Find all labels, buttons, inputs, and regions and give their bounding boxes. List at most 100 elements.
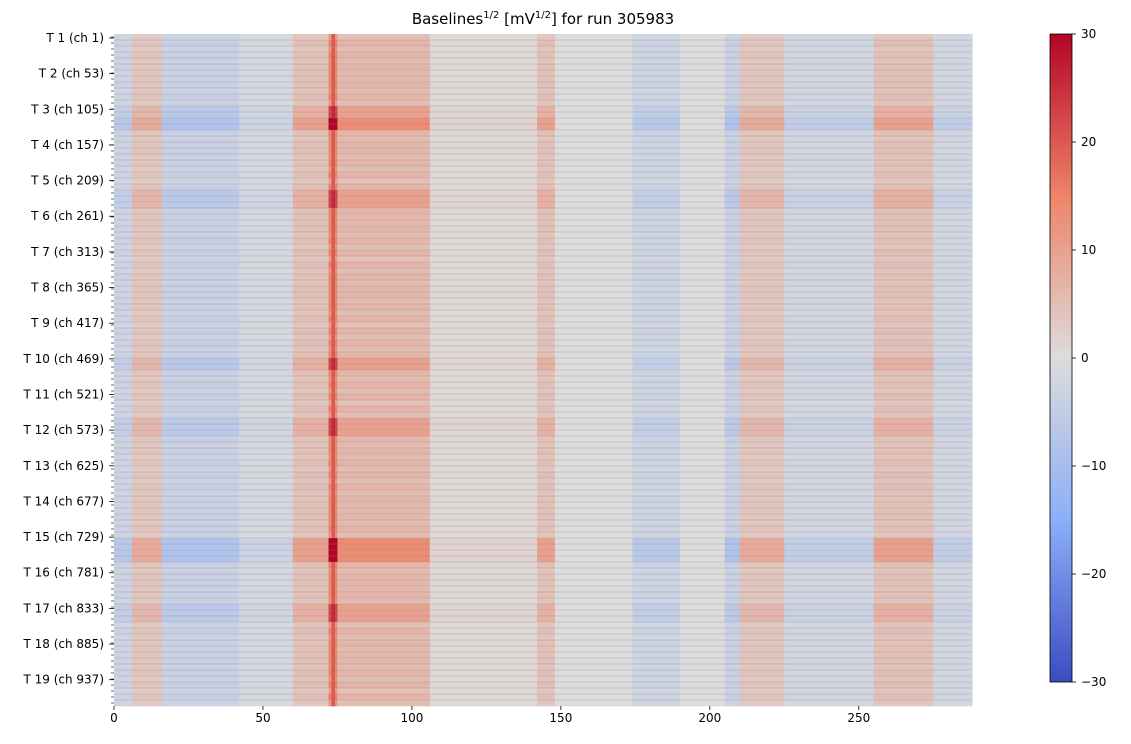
heatmap-cell [292, 508, 330, 515]
heatmap-cell [161, 400, 240, 407]
heatmap-cell [131, 370, 163, 377]
heatmap-cell [337, 226, 431, 233]
heatmap-cell [933, 94, 973, 101]
heatmap-cell [933, 232, 973, 239]
heatmap-cell [239, 262, 294, 269]
heatmap-cell [292, 34, 330, 41]
hot-column-cell [331, 406, 336, 413]
heatmap-cell [131, 52, 163, 59]
heatmap-cell [114, 58, 133, 65]
heatmap-cell [239, 394, 294, 401]
heatmap-cell [873, 262, 934, 269]
heatmap-cell [739, 664, 785, 671]
heatmap-cell [537, 58, 556, 65]
heatmap-cell [933, 52, 973, 59]
heatmap-cell [680, 388, 726, 395]
heatmap-cell [239, 190, 294, 197]
heatmap-cell [292, 388, 330, 395]
heatmap-cell [784, 700, 875, 707]
heatmap-cell [724, 628, 741, 635]
heatmap-cell [292, 646, 330, 653]
heatmap-cell [161, 502, 240, 509]
heatmap-cell [537, 214, 556, 221]
heatmap-cell [131, 190, 163, 197]
heatmap-cell [292, 136, 330, 143]
heatmap-cell [933, 202, 973, 209]
heatmap-cell [724, 406, 741, 413]
heatmap-cell [933, 334, 973, 341]
heatmap-cell [337, 670, 431, 677]
heatmap-cell [114, 202, 133, 209]
heatmap-cell [337, 460, 431, 467]
heatmap-cell [632, 616, 681, 623]
heatmap-cell [933, 670, 973, 677]
heatmap-cell [739, 256, 785, 263]
heatmap-cell [739, 436, 785, 443]
heatmap-cell [554, 496, 633, 503]
heatmap-cell [537, 184, 556, 191]
hot-column-cell [331, 262, 336, 269]
heatmap-cell [680, 382, 726, 389]
heatmap-cell [933, 502, 973, 509]
heatmap-cell [680, 508, 726, 515]
heatmap-cell [784, 310, 875, 317]
heatmap-cell [554, 40, 633, 47]
heatmap-cell [292, 532, 330, 539]
heatmap-cell [680, 178, 726, 185]
heatmap-cell [680, 532, 726, 539]
heatmap-cell [161, 532, 240, 539]
hot-column-cell [331, 298, 336, 305]
hot-column-cell [331, 688, 336, 695]
heatmap-cell [724, 280, 741, 287]
heatmap-cell [724, 184, 741, 191]
heatmap-cell [429, 580, 538, 587]
heatmap-cell [429, 274, 538, 281]
heatmap-cell [131, 214, 163, 221]
heatmap-cell [131, 244, 163, 251]
heatmap-cell [873, 604, 934, 611]
heatmap-cell [429, 328, 538, 335]
heatmap-cell [131, 502, 163, 509]
heatmap-cell [632, 622, 681, 629]
heatmap-cell [537, 190, 556, 197]
heatmap-cell [739, 118, 785, 125]
heatmap-cell [724, 304, 741, 311]
heatmap-cell [337, 544, 431, 551]
heatmap-cell [337, 538, 431, 545]
heatmap-cell [554, 196, 633, 203]
heatmap-cell [292, 502, 330, 509]
heatmap-cell [131, 700, 163, 707]
heatmap-cell [873, 172, 934, 179]
heatmap-cell [724, 82, 741, 89]
heatmap-cell [554, 418, 633, 425]
heatmap-cell [554, 604, 633, 611]
heatmap-cell [554, 526, 633, 533]
hot-column-cell [331, 46, 336, 53]
hot-column-cell [331, 40, 336, 47]
heatmap-cell [873, 400, 934, 407]
heatmap-cell [873, 64, 934, 71]
heatmap-cell [554, 676, 633, 683]
heatmap-cell [632, 334, 681, 341]
hot-column-cell [331, 418, 336, 425]
heatmap-cell [131, 424, 163, 431]
heatmap-cell [239, 454, 294, 461]
heatmap-cell [933, 238, 973, 245]
heatmap-cell [131, 382, 163, 389]
heatmap-cell [739, 586, 785, 593]
heatmap-cell [739, 526, 785, 533]
heatmap-cell [724, 556, 741, 563]
heatmap-cell [933, 460, 973, 467]
heatmap-cell [161, 94, 240, 101]
heatmap-cell [114, 418, 133, 425]
heatmap-cell [554, 430, 633, 437]
heatmap-cell [739, 568, 785, 575]
heatmap-cell [239, 82, 294, 89]
heatmap-cell [114, 544, 133, 551]
heatmap-cell [554, 664, 633, 671]
heatmap-cell [114, 304, 133, 311]
heatmap-cell [632, 634, 681, 641]
heatmap-cell [537, 202, 556, 209]
heatmap-cell [429, 454, 538, 461]
heatmap-cell [337, 112, 431, 119]
